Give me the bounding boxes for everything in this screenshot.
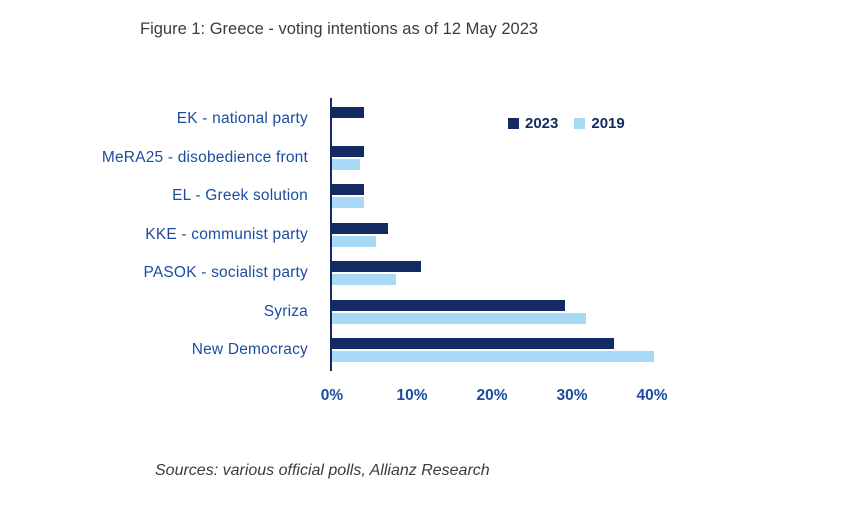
category-label: Syriza (263, 302, 308, 320)
chart-row: Syriza (0, 293, 862, 332)
x-tick: 20% (476, 387, 508, 404)
bar-2023 (332, 261, 421, 273)
chart-title: Figure 1: Greece - voting intentions as … (140, 20, 539, 38)
category-label: New Democracy (191, 341, 308, 359)
legend-item-2019: 2019 (574, 115, 625, 132)
bar-2019 (332, 158, 361, 170)
y-axis-line (330, 98, 332, 371)
bar-2023 (332, 222, 389, 234)
chart-row: KKE - communist party (0, 216, 862, 255)
chart-row: New Democracy (0, 331, 862, 370)
bar-2019 (332, 274, 397, 286)
bar-group (332, 299, 654, 324)
bar-2019 (332, 351, 654, 363)
legend-item-2023: 2023 (508, 115, 558, 132)
x-axis-ticks: 0% 10% 20% 30% 40% (321, 387, 668, 409)
bar-group (332, 222, 654, 247)
bar-2019 (332, 197, 365, 209)
chart-row: EK - national party (0, 100, 862, 139)
bar-group (332, 261, 654, 286)
bar-2023 (332, 299, 566, 311)
bar-chart: 2023 2019 EK - national party MeRA25 - di… (0, 95, 862, 415)
chart-legend: 2023 2019 (508, 115, 625, 132)
bar-2019 (332, 235, 377, 247)
chart-rows: EK - national party MeRA25 - disobedience… (0, 100, 862, 370)
chart-row: PASOK - socialist party (0, 254, 862, 293)
legend-swatch-2019 (574, 118, 586, 129)
bar-2023 (332, 107, 365, 119)
category-label: EK - national party (176, 110, 308, 128)
legend-label-2023: 2023 (525, 115, 559, 132)
bar-2023 (332, 338, 614, 350)
source-note: Sources: various official polls, Allianz… (155, 462, 490, 479)
category-label: KKE - communist party (145, 225, 308, 243)
bar-2023 (332, 145, 365, 157)
category-label: MeRA25 - disobedience front (101, 148, 308, 166)
x-tick: 30% (556, 387, 588, 404)
category-label: PASOK - socialist party (143, 264, 308, 282)
legend-swatch-2023 (508, 118, 519, 129)
category-label: EL - Greek solution (172, 187, 308, 205)
x-tick: 0% (320, 387, 344, 404)
x-tick: 40% (636, 387, 668, 404)
x-tick: 10% (396, 387, 428, 404)
bar-2019 (332, 312, 586, 324)
bar-2023 (332, 184, 365, 196)
chart-row: EL - Greek solution (0, 177, 862, 216)
bar-group (332, 338, 654, 363)
bar-group (332, 107, 654, 131)
bar-group (332, 184, 654, 209)
chart-row: MeRA25 - disobedience front (0, 139, 862, 178)
legend-label-2019: 2019 (591, 115, 625, 132)
bar-group (332, 145, 654, 170)
